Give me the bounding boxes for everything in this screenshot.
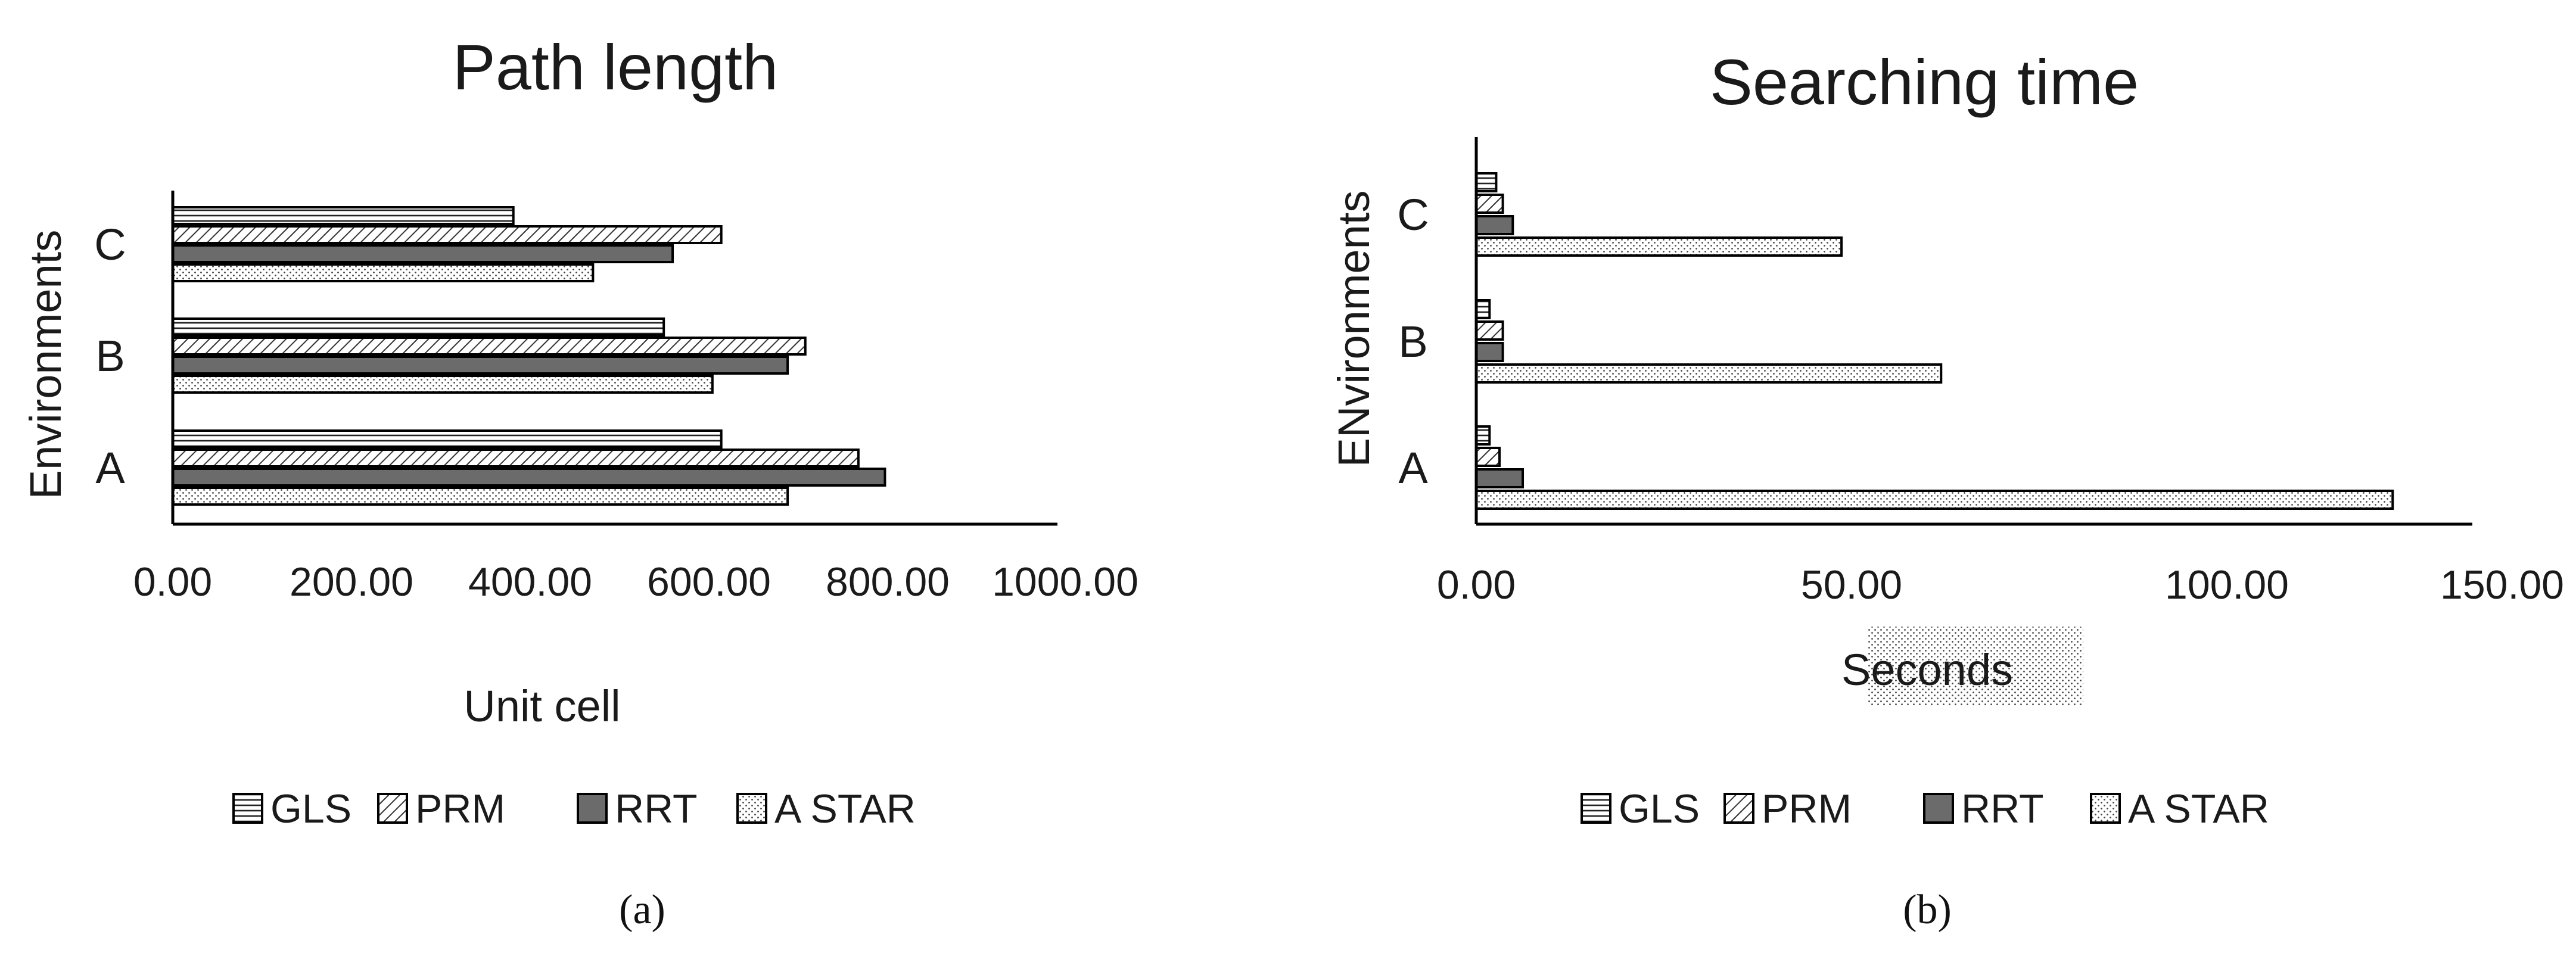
x-tick-label: 200.00 [290, 559, 413, 605]
legend-label: PRM [415, 786, 505, 832]
x-tick-labels: 0.00 50.00 100.00 150.00 [1437, 562, 2564, 608]
bar-prm-a [172, 449, 860, 468]
x-tick-label: 400.00 [468, 559, 592, 605]
bar-rrt-a [172, 468, 886, 487]
category-label: C [1397, 190, 1429, 239]
legend-swatch [2090, 793, 2121, 824]
bar-gls-a [1475, 425, 1491, 446]
bar-gls-b [1475, 299, 1491, 319]
legend-label: RRT [1961, 786, 2044, 832]
legend-swatch [577, 793, 608, 824]
bar-gls-a [172, 429, 723, 449]
legend: GLS PRM RRT A STAR [1581, 786, 2269, 832]
bar-prm-a [1475, 447, 1501, 467]
chart-title: Searching time [1710, 46, 2139, 118]
legend-swatch [1923, 793, 1954, 824]
x-tick-label: 100.00 [2165, 562, 2289, 608]
legend-swatch [1723, 793, 1754, 824]
chart-title: Path length [453, 31, 778, 103]
bar-prm-b [1475, 320, 1504, 341]
bar-rrt-b [172, 356, 789, 375]
bar-a-star-b [1475, 363, 1943, 384]
bar-rrt-c [1475, 215, 1514, 235]
category-label: A [1398, 443, 1428, 493]
legend-swatch [1581, 793, 1611, 824]
caption: (b) [1903, 887, 1952, 933]
bars [172, 206, 886, 506]
legend-label: PRM [1762, 786, 1852, 832]
x-tick-label: 1000.00 [992, 559, 1138, 605]
legend-swatch [736, 793, 767, 824]
x-tick-label: 600.00 [647, 559, 771, 605]
legend: GLS PRM RRT A STAR [232, 786, 916, 832]
legend-label: RRT [615, 786, 698, 832]
category-labels: A B C [1397, 190, 1429, 493]
category-labels: A B C [94, 220, 126, 493]
category-label: B [95, 331, 125, 381]
x-tick-labels: 0.00 200.00 400.00 600.00 800.00 1000.00 [133, 559, 1138, 605]
bar-gls-b [172, 317, 665, 337]
legend-swatch [377, 793, 408, 824]
bar-a-star-b [172, 375, 714, 394]
searching-time-chart: Searching time ENvironments A B C 0.00 50.0… [1329, 46, 2564, 933]
bar-a-star-c [172, 263, 595, 282]
bar-a-star-a [1475, 490, 2394, 510]
x-axis-title: Unit cell [463, 681, 620, 731]
bar-gls-c [1475, 172, 1498, 192]
x-tick-label: 800.00 [826, 559, 950, 605]
path-length-chart: Path length Environments A B C 0.00 200.00 4… [21, 31, 1138, 933]
bar-gls-c [172, 206, 515, 225]
bar-rrt-c [172, 244, 674, 263]
x-tick-label: 50.00 [1801, 562, 1902, 608]
legend-label: A STAR [774, 786, 916, 832]
x-tick-label: 0.00 [133, 559, 212, 605]
bar-prm-c [1475, 194, 1504, 214]
bar-a-star-c [1475, 236, 1843, 257]
bars [1475, 172, 2394, 510]
caption: (a) [619, 887, 665, 933]
bar-prm-c [172, 225, 723, 244]
category-label: B [1398, 317, 1427, 366]
bar-a-star-a [172, 487, 789, 506]
x-axis-title-box [1868, 627, 2083, 705]
legend-swatch [232, 793, 263, 824]
x-axis-title: Seconds [1841, 645, 2013, 695]
category-label: C [94, 220, 126, 269]
y-axis-title: Environments [21, 230, 70, 499]
x-tick-label: 150.00 [2440, 562, 2564, 608]
bar-rrt-a [1475, 468, 1525, 488]
x-tick-label: 0.00 [1437, 562, 1516, 608]
legend-label: GLS [1619, 786, 1700, 832]
bar-rrt-b [1475, 342, 1504, 362]
legend-label: A STAR [2128, 786, 2269, 832]
y-axis-title: ENvironments [1329, 191, 1379, 468]
bar-prm-b [172, 337, 807, 356]
category-label: A [95, 443, 125, 493]
legend-label: GLS [270, 786, 351, 832]
